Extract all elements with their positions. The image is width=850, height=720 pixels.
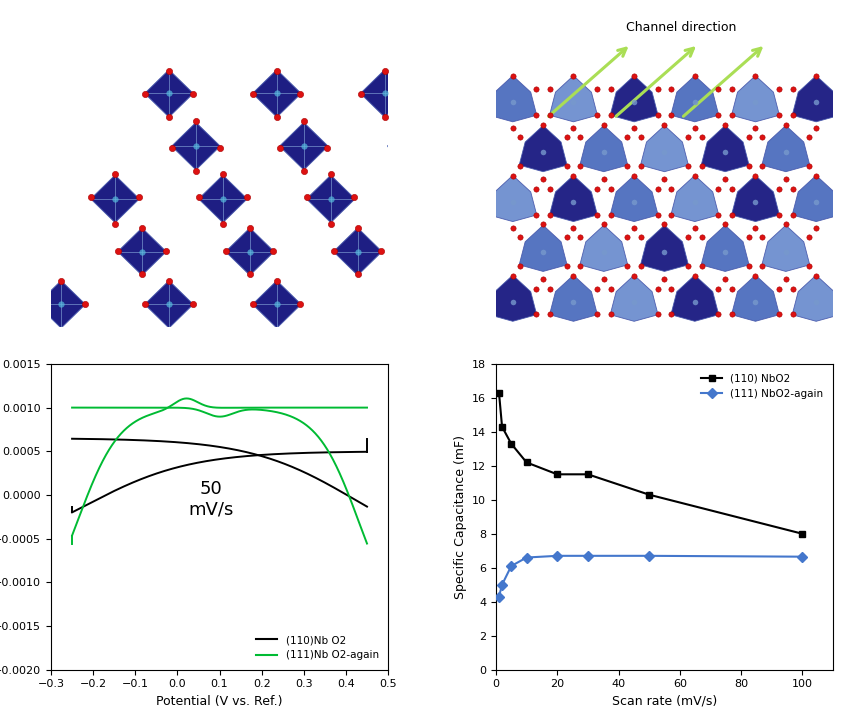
Polygon shape: [580, 125, 628, 171]
Polygon shape: [37, 281, 85, 328]
Polygon shape: [519, 125, 567, 171]
Polygon shape: [792, 275, 840, 321]
Text: 50
mV/s: 50 mV/s: [189, 480, 234, 518]
Polygon shape: [671, 76, 719, 122]
Polygon shape: [610, 176, 658, 222]
Polygon shape: [252, 70, 301, 117]
Polygon shape: [792, 176, 840, 222]
Polygon shape: [118, 228, 167, 275]
Polygon shape: [732, 176, 779, 222]
Polygon shape: [732, 275, 779, 321]
Polygon shape: [489, 275, 536, 321]
Polygon shape: [549, 176, 598, 222]
Y-axis label: Specific Capacitance (mF): Specific Capacitance (mF): [454, 435, 467, 599]
Polygon shape: [762, 225, 810, 271]
Polygon shape: [641, 125, 688, 171]
Polygon shape: [610, 76, 658, 122]
Polygon shape: [641, 225, 688, 271]
X-axis label: Potential (V vs. Ref.): Potential (V vs. Ref.): [156, 695, 283, 708]
Polygon shape: [91, 175, 139, 222]
Polygon shape: [360, 70, 409, 117]
Polygon shape: [549, 275, 598, 321]
Polygon shape: [252, 281, 301, 328]
Polygon shape: [388, 122, 436, 170]
Polygon shape: [280, 122, 328, 170]
Polygon shape: [519, 225, 567, 271]
Polygon shape: [144, 70, 193, 117]
Polygon shape: [489, 76, 536, 122]
Polygon shape: [732, 76, 779, 122]
Polygon shape: [144, 281, 193, 328]
Polygon shape: [671, 176, 719, 222]
Legend: (110)Nb O2, (111)Nb O2-again: (110)Nb O2, (111)Nb O2-again: [252, 631, 382, 665]
Polygon shape: [489, 176, 536, 222]
Polygon shape: [580, 225, 628, 271]
Polygon shape: [172, 122, 220, 170]
Polygon shape: [199, 175, 247, 222]
X-axis label: Scan rate (mV/s): Scan rate (mV/s): [612, 695, 717, 708]
Polygon shape: [701, 225, 749, 271]
Legend: (110) NbO2, (111) NbO2-again: (110) NbO2, (111) NbO2-again: [697, 369, 828, 402]
Polygon shape: [333, 228, 382, 275]
Polygon shape: [792, 76, 840, 122]
Polygon shape: [701, 125, 749, 171]
Polygon shape: [671, 275, 719, 321]
Polygon shape: [762, 125, 810, 171]
Polygon shape: [610, 275, 658, 321]
Text: Channel direction: Channel direction: [626, 22, 736, 35]
Polygon shape: [307, 175, 355, 222]
Polygon shape: [225, 228, 275, 275]
Polygon shape: [549, 76, 598, 122]
